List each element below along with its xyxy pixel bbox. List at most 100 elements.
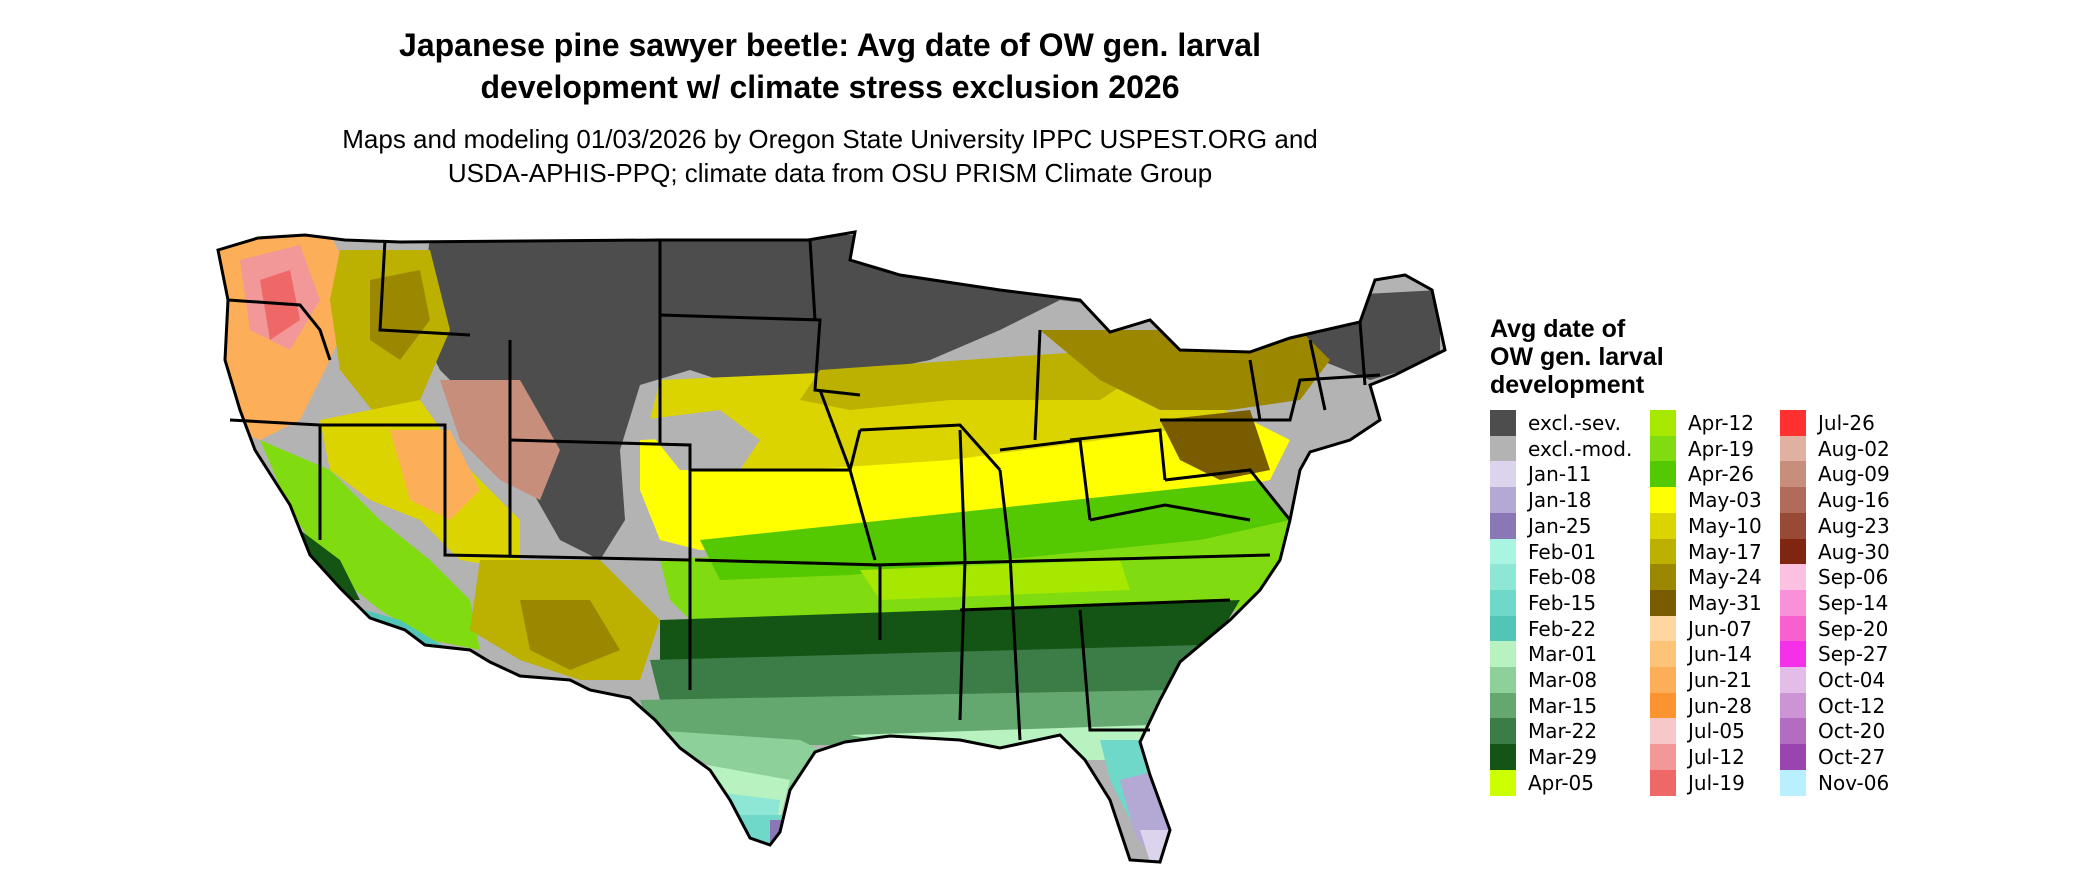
legend-label: May-10 xyxy=(1688,513,1762,538)
legend-swatch xyxy=(1490,692,1516,719)
legend-swatch xyxy=(1780,589,1806,616)
legend-label: Apr-26 xyxy=(1688,462,1754,487)
legend-label: Nov-06 xyxy=(1818,770,1890,795)
legend-swatch xyxy=(1490,512,1516,539)
legend-label: excl.-mod. xyxy=(1528,436,1633,461)
legend-swatch xyxy=(1490,615,1516,642)
legend-label: May-31 xyxy=(1688,590,1762,615)
legend-swatch xyxy=(1650,512,1676,539)
legend-label: Jun-21 xyxy=(1688,668,1752,692)
legend-label: Jun-28 xyxy=(1688,693,1752,718)
legend-label: Sep-27 xyxy=(1818,642,1889,667)
legend-title-line3: development xyxy=(1490,371,1645,399)
legend-label: Jul-05 xyxy=(1688,719,1745,744)
legend-label: Mar-22 xyxy=(1528,719,1598,744)
legend-label: Jun-07 xyxy=(1688,616,1752,641)
legend-swatch xyxy=(1490,667,1516,693)
legend-label: Aug-09 xyxy=(1818,462,1890,487)
legend-label: Feb-08 xyxy=(1528,565,1597,590)
legend-swatch xyxy=(1780,564,1806,591)
legend-swatch xyxy=(1780,487,1806,514)
legend-swatch xyxy=(1650,589,1676,616)
legend-label: Aug-23 xyxy=(1818,513,1890,538)
legend-swatch xyxy=(1650,435,1676,462)
legend-swatch xyxy=(1650,461,1676,488)
legend-label: Jun-14 xyxy=(1688,642,1752,667)
legend-label: Jan-18 xyxy=(1528,488,1592,513)
legend-swatch xyxy=(1490,435,1516,462)
legend-swatch xyxy=(1650,667,1676,693)
legend-label: Oct-04 xyxy=(1818,668,1886,692)
legend-swatch xyxy=(1780,744,1806,771)
legend-swatch xyxy=(1490,487,1516,514)
legend-label: May-03 xyxy=(1688,488,1762,513)
legend-label: Apr-12 xyxy=(1688,411,1754,435)
legend-swatch xyxy=(1780,538,1806,565)
legend-swatch xyxy=(1650,769,1676,796)
legend-label: Sep-14 xyxy=(1818,590,1889,615)
legend-swatch xyxy=(1650,718,1676,745)
legend-label: Mar-08 xyxy=(1528,668,1598,692)
map-title-line1: Japanese pine sawyer beetle: Avg date of… xyxy=(399,27,1261,63)
legend-swatch xyxy=(1650,692,1676,719)
legend-label: Mar-01 xyxy=(1528,642,1598,667)
map-title-line2: development w/ climate stress exclusion … xyxy=(480,69,1180,105)
legend-swatch xyxy=(1650,487,1676,514)
legend-label: Sep-20 xyxy=(1818,616,1889,641)
legend-swatch xyxy=(1780,692,1806,719)
legend-label: Aug-30 xyxy=(1818,539,1890,564)
legend-swatch xyxy=(1490,538,1516,565)
legend-label: May-24 xyxy=(1688,565,1762,590)
legend-label: Aug-02 xyxy=(1818,436,1890,461)
legend-swatch xyxy=(1780,641,1806,668)
legend-swatch xyxy=(1780,461,1806,488)
state-borders xyxy=(216,230,1447,864)
legend-swatch xyxy=(1650,564,1676,591)
legend-label: Mar-15 xyxy=(1528,693,1598,718)
legend-label: Jan-11 xyxy=(1528,462,1592,487)
legend-swatch xyxy=(1490,589,1516,616)
legend-label: Oct-12 xyxy=(1818,693,1886,718)
legend-label: Aug-16 xyxy=(1818,488,1890,513)
legend-swatch xyxy=(1780,435,1806,462)
legend-label: Jul-26 xyxy=(1818,411,1875,435)
legend-swatch xyxy=(1780,667,1806,693)
legend-swatch xyxy=(1650,744,1676,771)
legend-swatch xyxy=(1490,410,1516,436)
legend-label: Apr-05 xyxy=(1528,770,1594,795)
legend-swatch xyxy=(1650,410,1676,436)
legend-swatch xyxy=(1490,461,1516,488)
map-fill xyxy=(218,232,1445,862)
legend-label: Jul-12 xyxy=(1688,745,1745,770)
legend-label: Jan-25 xyxy=(1528,513,1592,538)
legend-swatch xyxy=(1780,769,1806,796)
legend-swatch xyxy=(1650,615,1676,642)
legend-label: Oct-20 xyxy=(1818,719,1886,744)
map-subtitle-line1: Maps and modeling 01/03/2026 by Oregon S… xyxy=(342,124,1318,154)
legend-swatch xyxy=(1780,718,1806,745)
legend-swatch xyxy=(1780,615,1806,642)
legend-label: Sep-06 xyxy=(1818,565,1889,590)
legend-label: Oct-27 xyxy=(1818,745,1886,770)
legend-swatch xyxy=(1780,410,1806,436)
legend-label: Mar-29 xyxy=(1528,745,1598,770)
legend-label: Apr-19 xyxy=(1688,436,1754,461)
map-subtitle-line2: USDA-APHIS-PPQ; climate data from OSU PR… xyxy=(447,158,1213,188)
legend-swatch xyxy=(1650,538,1676,565)
legend-swatch xyxy=(1780,512,1806,539)
legend-swatch xyxy=(1490,564,1516,591)
legend-swatch xyxy=(1490,769,1516,796)
legend-title-line2: OW gen. larval xyxy=(1490,343,1664,371)
legend-label: excl.-sev. xyxy=(1528,411,1621,435)
legend-swatch xyxy=(1650,641,1676,668)
legend-label: Feb-15 xyxy=(1528,590,1597,615)
legend-label: Feb-01 xyxy=(1528,539,1597,564)
legend-label: Jul-19 xyxy=(1688,770,1745,795)
legend-label: May-17 xyxy=(1688,539,1762,564)
legend-swatch xyxy=(1490,641,1516,668)
legend-title-line1: Avg date of xyxy=(1490,315,1626,343)
legend-swatch xyxy=(1490,718,1516,745)
legend-swatch xyxy=(1490,744,1516,771)
us-map xyxy=(216,230,1447,864)
legend-label: Feb-22 xyxy=(1528,616,1597,641)
